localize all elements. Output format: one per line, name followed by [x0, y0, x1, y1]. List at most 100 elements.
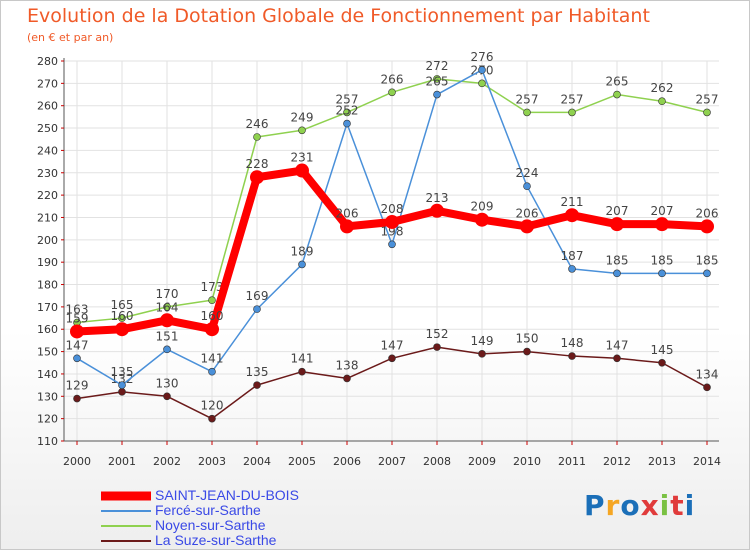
data-point: [298, 260, 306, 269]
legend-label: SAINT-JEAN-DU-BOIS: [155, 487, 299, 503]
data-point: [703, 108, 711, 117]
logo-letter: i: [684, 489, 696, 522]
legend-label: Fercé-sur-Sarthe: [155, 502, 261, 518]
logo-letter: x: [640, 489, 660, 522]
logo-letter: i: [659, 489, 671, 522]
data-label: 141: [201, 352, 224, 366]
legend-item: Noyen-sur-Sarthe: [101, 517, 351, 533]
data-point: [163, 303, 171, 311]
data-point: [478, 79, 486, 88]
x-tick-label: 2004: [243, 455, 271, 468]
data-point: [118, 388, 126, 396]
data-point: [340, 219, 354, 234]
data-label: 265: [606, 75, 629, 89]
data-point: [610, 217, 624, 232]
data-label: 152: [426, 327, 449, 341]
x-tick-label: 2008: [423, 455, 451, 468]
data-label: 135: [246, 365, 269, 379]
proxiti-logo: Proxiti: [584, 489, 695, 522]
y-tick-label: 140: [37, 368, 58, 381]
data-label: 135: [111, 365, 134, 379]
x-tick-label: 2011: [558, 455, 586, 468]
data-point: [523, 347, 531, 356]
y-tick-label: 280: [37, 55, 58, 68]
data-label: 185: [696, 253, 719, 267]
data-label: 211: [561, 195, 584, 209]
x-tick-label: 2002: [153, 455, 181, 468]
data-point: [73, 354, 81, 363]
data-label: 208: [381, 202, 404, 216]
logo-letter: r: [605, 489, 621, 522]
data-point: [205, 322, 219, 337]
data-point: [520, 219, 534, 234]
y-tick-label: 170: [37, 301, 58, 314]
data-label: 266: [381, 72, 404, 86]
data-label: 151: [156, 329, 179, 343]
y-tick-label: 110: [37, 435, 58, 448]
chart-title: Evolution de la Dotation Globale de Fonc…: [27, 5, 650, 27]
data-point: [253, 133, 261, 141]
data-point: [433, 75, 441, 83]
legend-swatch: [101, 491, 151, 500]
data-point: [568, 352, 576, 360]
data-point: [208, 414, 216, 423]
data-label: 198: [381, 224, 404, 238]
data-label: 160: [111, 309, 134, 323]
y-tick-label: 130: [37, 390, 58, 403]
data-label: 134: [696, 367, 719, 381]
data-label: 276: [471, 50, 494, 64]
data-point: [163, 345, 171, 354]
data-point: [565, 208, 579, 223]
x-tick-label: 2013: [648, 455, 676, 468]
data-point: [343, 374, 351, 383]
data-label: 249: [291, 110, 314, 124]
data-label: 141: [291, 352, 314, 366]
data-label: 206: [336, 206, 359, 220]
data-label: 185: [651, 253, 674, 267]
y-tick-label: 210: [37, 211, 58, 224]
legend-swatch: [101, 539, 151, 542]
data-label: 147: [606, 338, 629, 352]
y-tick-label: 150: [37, 346, 58, 359]
data-point: [115, 322, 129, 337]
data-label: 164: [156, 300, 179, 314]
data-point: [478, 66, 486, 74]
data-point: [703, 269, 711, 278]
data-label: 189: [291, 244, 314, 258]
data-label: 147: [66, 338, 89, 352]
logo-letter: t: [670, 489, 685, 522]
data-point: [70, 324, 84, 339]
data-point: [388, 354, 396, 363]
data-point: [118, 381, 126, 389]
x-tick-label: 2012: [603, 455, 631, 468]
logo-letter: o: [620, 489, 641, 522]
data-label: 169: [246, 289, 269, 303]
legend-item: SAINT-JEAN-DU-BOIS: [101, 487, 351, 503]
data-point: [73, 394, 81, 403]
x-tick-label: 2010: [513, 455, 541, 468]
data-point: [388, 240, 396, 249]
data-point: [658, 269, 666, 278]
data-label: 170: [156, 287, 179, 301]
data-label: 160: [201, 309, 224, 323]
data-label: 213: [426, 191, 449, 205]
data-point: [478, 350, 486, 358]
data-point: [298, 126, 306, 135]
x-tick-label: 2009: [468, 455, 496, 468]
y-tick-label: 200: [37, 234, 58, 247]
data-label: 138: [336, 358, 359, 372]
data-label: 231: [291, 151, 314, 165]
y-tick-label: 230: [37, 167, 58, 180]
data-label: 187: [561, 249, 584, 263]
legend-item: La Suze-sur-Sarthe: [101, 532, 351, 548]
data-point: [568, 265, 576, 273]
y-tick-label: 250: [37, 122, 58, 135]
data-label: 129: [66, 379, 89, 393]
data-point: [568, 108, 576, 117]
data-label: 149: [471, 334, 494, 348]
y-tick-label: 240: [37, 144, 58, 157]
data-label: 120: [201, 399, 224, 413]
legend-label: Noyen-sur-Sarthe: [155, 517, 266, 533]
